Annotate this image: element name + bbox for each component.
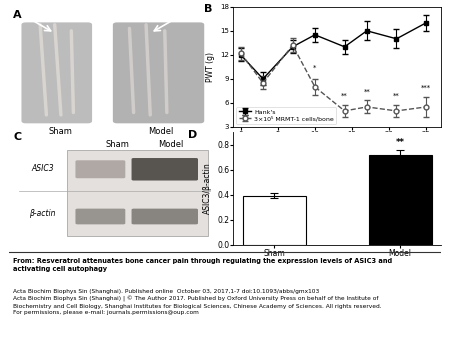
Text: A: A xyxy=(13,10,22,20)
Text: B: B xyxy=(204,4,212,14)
Text: Acta Biochim Biophys Sin (Shanghai). Published online  October 03, 2017,1-7 doi:: Acta Biochim Biophys Sin (Shanghai). Pub… xyxy=(14,289,382,315)
FancyBboxPatch shape xyxy=(131,209,198,224)
FancyBboxPatch shape xyxy=(67,150,208,236)
Text: **: ** xyxy=(393,93,400,99)
Text: **: ** xyxy=(364,89,370,95)
FancyBboxPatch shape xyxy=(76,160,125,178)
Legend: Hank's, 3×10⁵ MRMT-1 cells/bone: Hank's, 3×10⁵ MRMT-1 cells/bone xyxy=(236,107,336,124)
FancyBboxPatch shape xyxy=(113,22,204,123)
Text: Model: Model xyxy=(158,140,184,149)
Text: **: ** xyxy=(341,93,348,99)
Text: ASIC3: ASIC3 xyxy=(31,164,54,173)
Bar xyxy=(243,196,306,245)
Text: β-actin: β-actin xyxy=(29,209,55,218)
Text: From: Resveratrol attenuates bone cancer pain through regulating the expression : From: Resveratrol attenuates bone cancer… xyxy=(14,258,392,272)
Text: **: ** xyxy=(396,138,405,147)
FancyBboxPatch shape xyxy=(22,22,92,123)
FancyBboxPatch shape xyxy=(131,158,198,180)
Text: D: D xyxy=(188,130,197,140)
Text: Sham: Sham xyxy=(105,140,129,149)
Text: Sham: Sham xyxy=(49,127,73,136)
Text: *: * xyxy=(313,65,317,71)
Y-axis label: PWT (g): PWT (g) xyxy=(206,52,215,82)
Text: ***: *** xyxy=(421,85,431,91)
Y-axis label: ASIC3/β-actin: ASIC3/β-actin xyxy=(202,163,211,214)
Text: C: C xyxy=(13,132,21,142)
Text: Model: Model xyxy=(148,127,173,136)
X-axis label: Days after surgery: Days after surgery xyxy=(302,143,373,152)
FancyBboxPatch shape xyxy=(76,209,125,224)
Bar xyxy=(369,155,432,245)
